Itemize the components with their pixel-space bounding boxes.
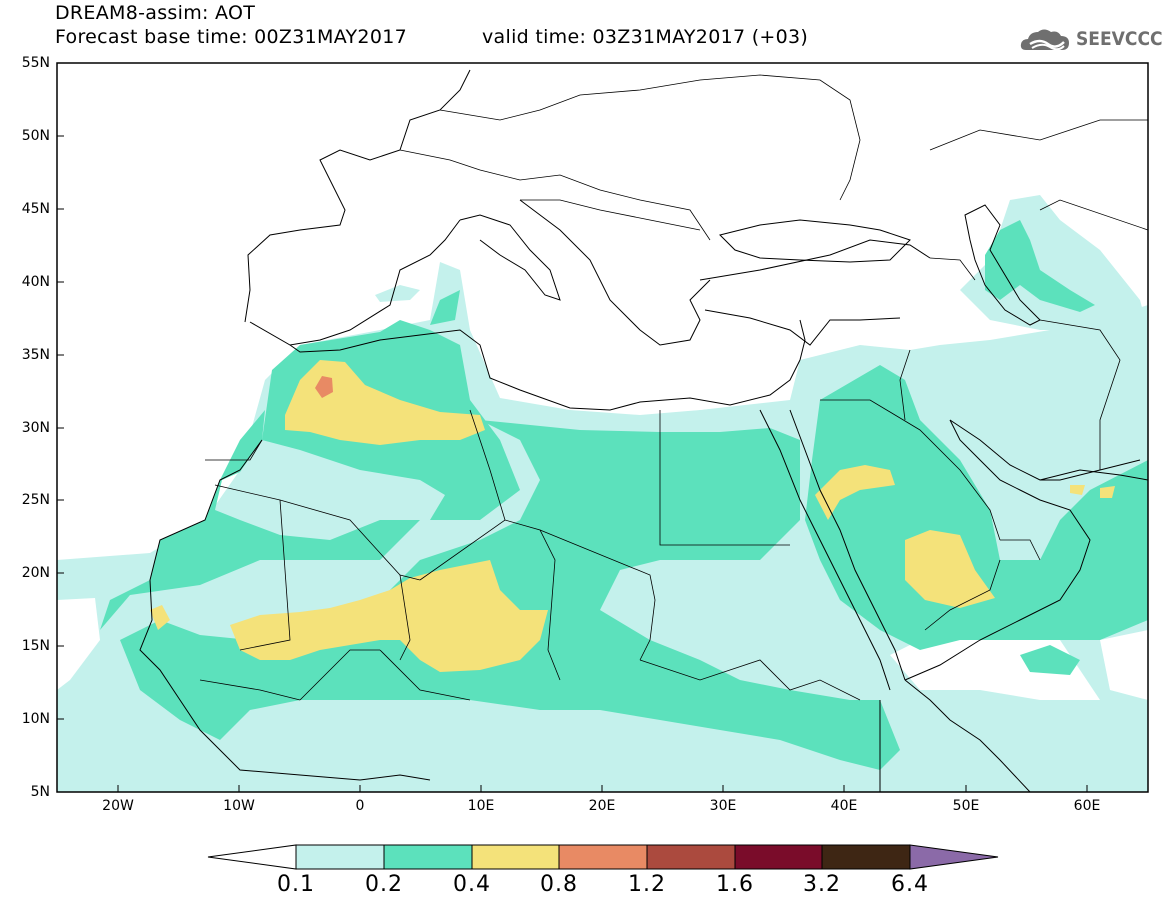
aot-contour-0-4	[150, 360, 1115, 672]
aot-contour-0-8	[315, 376, 333, 398]
lon-label-10e: 10E	[467, 798, 495, 814]
lat-label-15n: 15N	[21, 638, 50, 654]
lon-label-20w: 20W	[102, 798, 134, 814]
forecast-base-time: Forecast base time: 00Z31MAY2017	[55, 26, 407, 48]
colorbar-label-0-8: 0.8	[540, 872, 578, 897]
lat-label-20n: 20N	[21, 565, 50, 581]
colorbar-label-1-2: 1.2	[628, 872, 666, 897]
lon-label-40e: 40E	[830, 798, 858, 814]
lat-label-10n: 10N	[21, 711, 50, 727]
lon-label-0: 0	[355, 798, 365, 814]
axis-ticks	[57, 62, 1088, 792]
colorbar-label-0-1: 0.1	[277, 872, 315, 897]
seevccc-logo: SEEVCCC	[1018, 24, 1163, 58]
lon-label-20e: 20E	[588, 798, 616, 814]
colorbar-label-6-4: 6.4	[891, 872, 929, 897]
lon-label-60e: 60E	[1073, 798, 1101, 814]
map-title: DREAM8-assim: AOT	[55, 2, 256, 24]
lon-label-10w: 10W	[223, 798, 255, 814]
lon-label-30e: 30E	[709, 798, 737, 814]
country-borders	[199, 74, 1148, 701]
valid-time: valid time: 03Z31MAY2017 (+03)	[482, 26, 809, 48]
lat-label-35n: 35N	[21, 347, 50, 363]
lat-label-30n: 30N	[21, 420, 50, 436]
cloud-icon	[1020, 29, 1069, 51]
lat-label-5n: 5N	[30, 784, 50, 800]
aot-contour-0-2	[100, 220, 1148, 770]
colorbar-label-0-2: 0.2	[365, 872, 403, 897]
lat-label-25n: 25N	[21, 492, 50, 508]
colorbar-label-3-2: 3.2	[803, 872, 841, 897]
lat-label-40n: 40N	[21, 274, 50, 290]
lat-label-45n: 45N	[21, 201, 50, 217]
lat-label-55n: 55N	[21, 55, 50, 71]
lon-label-50e: 50E	[952, 798, 980, 814]
logo-text: SEEVCCC	[1076, 28, 1163, 50]
lat-label-50n: 50N	[21, 128, 50, 144]
colorbar-label-0-4: 0.4	[453, 872, 491, 897]
colorbar-label-1-6: 1.6	[716, 872, 754, 897]
